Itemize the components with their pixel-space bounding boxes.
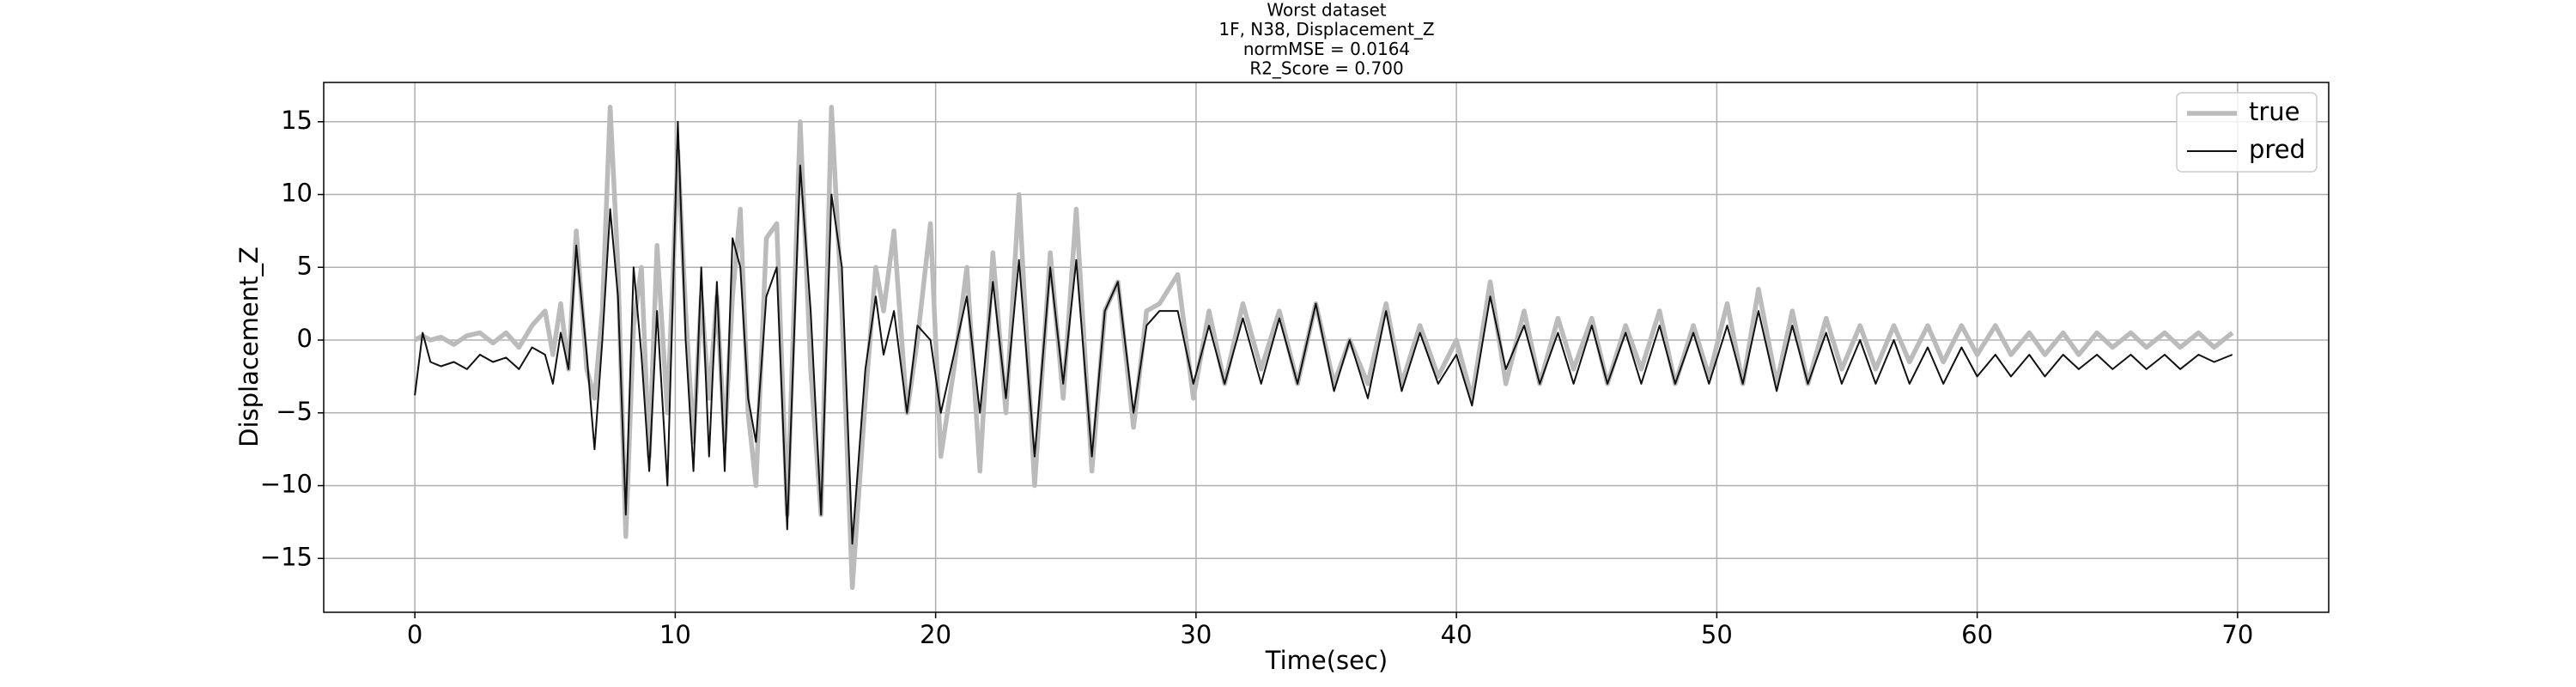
x-tick-label: 60 xyxy=(1961,620,1993,649)
chart-title: normMSE = 0.0164 xyxy=(1243,39,1410,59)
x-tick-label: 20 xyxy=(920,620,951,649)
chart-title: R2_Score = 0.700 xyxy=(1249,58,1403,79)
y-tick-label: −5 xyxy=(276,397,313,426)
x-tick-label: 10 xyxy=(659,620,691,649)
chart-title: Worst dataset xyxy=(1267,0,1386,21)
legend-label: pred xyxy=(2249,135,2306,164)
x-tick-label: 0 xyxy=(407,620,422,649)
x-axis-label: Time(sec) xyxy=(1265,646,1388,675)
y-tick-label: 0 xyxy=(297,324,313,353)
y-tick-label: 10 xyxy=(281,179,313,208)
series-line xyxy=(413,105,2234,590)
plot-frame xyxy=(323,82,2330,613)
series-line xyxy=(414,120,2233,545)
y-tick-label: 15 xyxy=(281,106,313,135)
x-tick-label: 70 xyxy=(2221,620,2253,649)
y-tick-label: 5 xyxy=(297,251,313,280)
x-tick-label: 40 xyxy=(1441,620,1473,649)
x-tick-label: 50 xyxy=(1701,620,1733,649)
chart-title: 1F, N38, Displacement_Z xyxy=(1218,19,1434,40)
y-axis-label: Displacement_Z xyxy=(234,246,264,447)
y-tick-label: −10 xyxy=(260,470,313,499)
legend-label: true xyxy=(2249,97,2300,126)
y-tick-label: −15 xyxy=(260,542,313,571)
x-tick-label: 30 xyxy=(1180,620,1212,649)
